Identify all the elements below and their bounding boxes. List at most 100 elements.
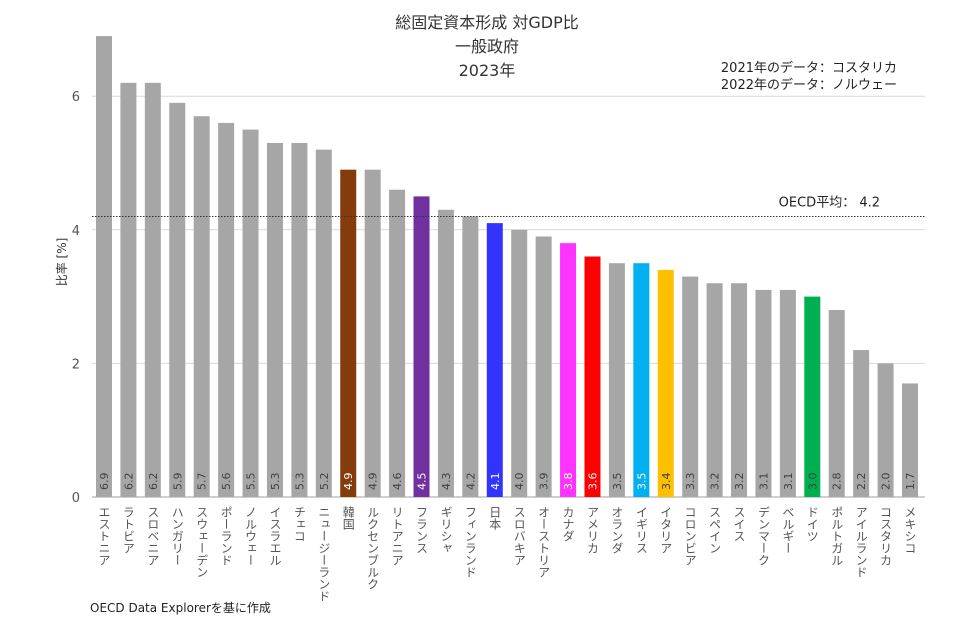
oecd-average-line: OECD平均： 4.2 (92, 195, 925, 217)
y-tick-label: 2 (72, 357, 80, 372)
bar (902, 383, 918, 497)
value-label: 3.1 (757, 473, 770, 491)
x-tick-label: ポーランド (219, 506, 233, 566)
bars: 6.9 6.2 6.2 5.9 5.7 5.6 5.5 5.3 5.3 5.2 4.9 4.9 4.6 4… (96, 36, 918, 498)
x-tick-label: ラトビア (121, 506, 135, 554)
x-tick-label: ニュージーランド (317, 506, 331, 602)
value-label: 6.9 (98, 473, 111, 491)
bar (853, 350, 870, 497)
oecd-average-label: OECD平均： 4.2 (779, 195, 880, 210)
bar (731, 283, 748, 497)
x-tick-label: ノルウェー (244, 506, 258, 566)
x-tick-label: 日本 (488, 506, 502, 531)
bar (560, 243, 577, 497)
value-label: 1.7 (904, 473, 917, 491)
title-line: 一般政府 (455, 37, 519, 56)
x-tick-label: リトアニア (390, 506, 404, 566)
value-label: 2.8 (831, 473, 844, 491)
value-label: 5.7 (196, 473, 209, 491)
title-line: 総固定資本形成 対GDP比 (395, 13, 578, 32)
bar (608, 263, 625, 497)
value-label: 4.2 (464, 473, 477, 491)
x-tick-label: スロベニア (146, 506, 160, 566)
bar (218, 122, 235, 498)
x-tick-label: イスラエル (268, 506, 282, 566)
bar (804, 296, 821, 497)
x-tick-label: スペイン (708, 506, 722, 554)
value-label: 4.9 (342, 473, 355, 491)
value-label: 3.8 (562, 473, 575, 491)
bar (315, 149, 332, 497)
bar (413, 196, 430, 497)
value-label: 5.5 (245, 473, 258, 491)
x-tick-label: フランス (415, 506, 429, 554)
value-label: 3.0 (806, 473, 819, 491)
value-label: 5.3 (269, 473, 282, 491)
bar (144, 82, 161, 497)
bar (462, 216, 479, 497)
x-tick-label: ルクセンブルク (366, 506, 380, 590)
value-label: 3.5 (611, 473, 624, 491)
bar (389, 189, 406, 497)
value-label: 4.6 (391, 473, 404, 491)
bar (193, 116, 210, 498)
value-label: 4.5 (416, 473, 429, 491)
x-tick-label: コロンビア (683, 506, 697, 566)
value-label: 3.9 (538, 473, 551, 491)
x-tick-label: アイルランド (854, 506, 868, 578)
bar (169, 102, 186, 497)
value-label: 4.9 (367, 473, 380, 491)
bar (877, 363, 894, 497)
x-tick-label: イタリア (659, 506, 673, 554)
value-label: 3.2 (709, 473, 722, 491)
value-label: 4.3 (440, 473, 453, 491)
bar (364, 169, 381, 497)
x-tick-label: スウェーデン (195, 506, 209, 578)
bar (266, 142, 283, 497)
x-tick-label: コスタリカ (879, 506, 893, 566)
x-tick-label: メキシコ (903, 506, 917, 554)
value-label: 2.0 (880, 473, 893, 491)
bar (828, 309, 845, 497)
value-label: 3.6 (586, 473, 599, 491)
x-axis-labels: エストニア ラトビア スロベニア ハンガリー スウェーデン ポーランド ノルウェー イスラエル… (97, 506, 917, 602)
data-year-note: 2021年のデータ：コスタリカ (721, 60, 897, 76)
bar (657, 269, 674, 497)
x-tick-label: ベルギー (781, 506, 795, 554)
x-tick-label: イギリス (634, 506, 648, 554)
x-tick-label: スロバキア (512, 506, 526, 566)
bar (755, 289, 772, 497)
value-label: 4.1 (489, 473, 502, 490)
bar (633, 263, 650, 497)
x-tick-label: オランダ (610, 506, 624, 554)
bar (682, 276, 699, 497)
x-tick-label: フィンランド (463, 506, 477, 578)
value-label: 3.2 (733, 473, 746, 491)
value-label: 5.9 (171, 473, 184, 491)
bar (511, 229, 528, 498)
value-label: 3.4 (660, 473, 673, 491)
value-label: 5.6 (220, 473, 233, 491)
x-tick-label: オーストリア (537, 506, 551, 578)
bar (242, 129, 259, 497)
bar (535, 236, 552, 498)
x-tick-label: チェコ (292, 506, 306, 542)
data-year-note: 2022年のデータ：ノルウェー (721, 77, 897, 93)
y-tick-label: 6 (72, 90, 80, 105)
bar (779, 289, 796, 497)
bar (706, 283, 723, 497)
bar (486, 223, 503, 497)
y-tick-label: 0 (72, 491, 80, 506)
value-label: 6.2 (122, 473, 135, 491)
x-tick-label: スイス (732, 506, 746, 542)
value-label: 5.2 (318, 473, 331, 491)
source-note: OECD Data Explorerを基に作成 (90, 601, 271, 615)
value-label: 5.3 (293, 473, 306, 491)
y-tick-label: 4 (72, 224, 80, 239)
bar (437, 209, 454, 497)
bar (96, 36, 112, 498)
